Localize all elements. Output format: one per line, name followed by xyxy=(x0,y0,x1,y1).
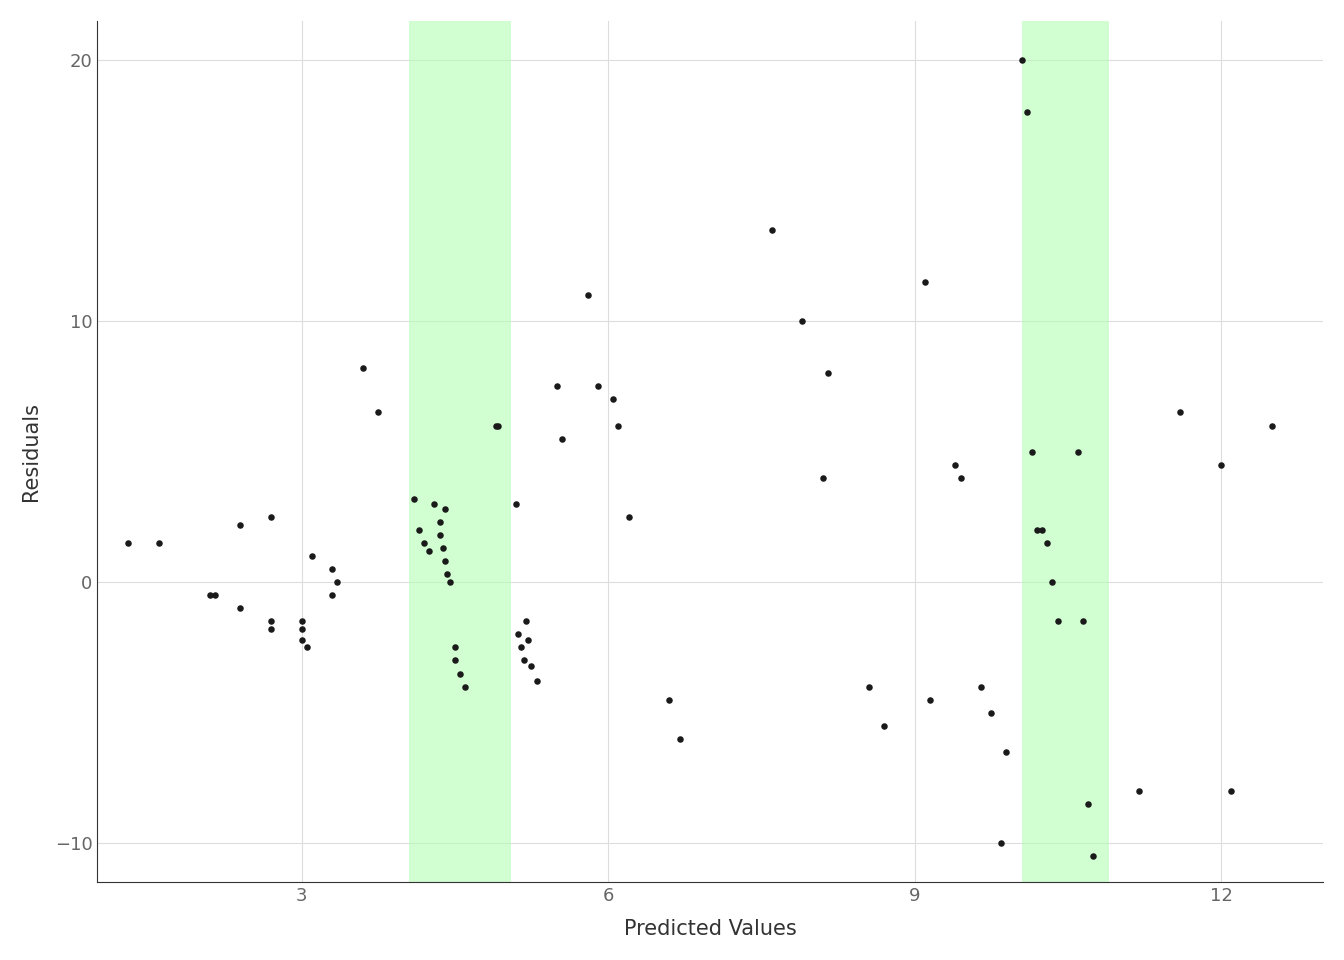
Point xyxy=(970,679,992,694)
Point xyxy=(418,543,439,559)
Point xyxy=(1042,574,1063,589)
Point xyxy=(230,601,251,616)
Point xyxy=(945,457,966,472)
Point xyxy=(321,588,343,603)
Point xyxy=(367,405,388,420)
Point xyxy=(290,632,312,647)
Point xyxy=(914,275,935,290)
Point xyxy=(991,835,1012,851)
X-axis label: Predicted Values: Predicted Values xyxy=(624,919,797,939)
Point xyxy=(1067,444,1089,459)
Point xyxy=(414,536,435,551)
Point xyxy=(261,613,282,629)
Point xyxy=(602,392,624,407)
Point xyxy=(874,718,895,733)
Point xyxy=(487,418,508,433)
Point xyxy=(1169,405,1191,420)
Point xyxy=(513,653,535,668)
Point xyxy=(261,621,282,636)
Point xyxy=(434,501,456,516)
Point xyxy=(669,732,691,747)
Point xyxy=(607,418,629,433)
Point xyxy=(423,496,445,512)
Point xyxy=(1027,522,1048,538)
Point xyxy=(301,548,323,564)
Point xyxy=(587,378,609,394)
Point xyxy=(761,222,782,237)
Point xyxy=(577,287,598,302)
Point xyxy=(117,536,138,551)
Point xyxy=(1220,783,1242,799)
Point xyxy=(996,744,1017,759)
Point xyxy=(321,562,343,577)
Point xyxy=(439,574,461,589)
Point xyxy=(230,517,251,533)
Point xyxy=(516,613,538,629)
Point xyxy=(1261,418,1282,433)
Y-axis label: Residuals: Residuals xyxy=(22,402,40,501)
Point xyxy=(290,613,312,629)
Point xyxy=(1021,444,1043,459)
Bar xyxy=(409,21,511,882)
Point xyxy=(517,632,539,647)
Point xyxy=(1082,849,1103,864)
Point xyxy=(352,360,374,375)
Point xyxy=(817,366,839,381)
Point xyxy=(1129,783,1150,799)
Point xyxy=(1016,105,1038,120)
Point xyxy=(454,679,476,694)
Point xyxy=(618,509,640,524)
Point xyxy=(812,470,833,486)
Point xyxy=(435,566,457,582)
Point xyxy=(520,658,542,673)
Point xyxy=(1210,457,1231,472)
Point xyxy=(449,666,470,682)
Point xyxy=(204,588,226,603)
Point xyxy=(1078,797,1099,812)
Point xyxy=(431,540,453,556)
Point xyxy=(857,679,879,694)
Point xyxy=(919,692,941,708)
Point xyxy=(429,527,450,542)
Point xyxy=(551,431,573,446)
Bar xyxy=(1021,21,1109,882)
Point xyxy=(950,470,972,486)
Point xyxy=(1073,613,1094,629)
Point xyxy=(1036,536,1058,551)
Point xyxy=(659,692,680,708)
Point xyxy=(199,588,220,603)
Point xyxy=(511,639,532,655)
Point xyxy=(1031,522,1052,538)
Point xyxy=(261,509,282,524)
Point xyxy=(327,574,348,589)
Point xyxy=(546,378,567,394)
Point xyxy=(429,515,450,530)
Point xyxy=(980,705,1001,720)
Point xyxy=(1011,52,1032,67)
Point xyxy=(792,313,813,328)
Point xyxy=(444,639,465,655)
Point xyxy=(1047,613,1068,629)
Point xyxy=(508,627,530,642)
Point xyxy=(505,496,527,512)
Point xyxy=(296,639,317,655)
Point xyxy=(409,522,430,538)
Point xyxy=(403,491,425,506)
Point xyxy=(444,653,465,668)
Point xyxy=(526,674,547,689)
Point xyxy=(485,418,507,433)
Point xyxy=(148,536,169,551)
Point xyxy=(434,554,456,569)
Point xyxy=(290,621,312,636)
